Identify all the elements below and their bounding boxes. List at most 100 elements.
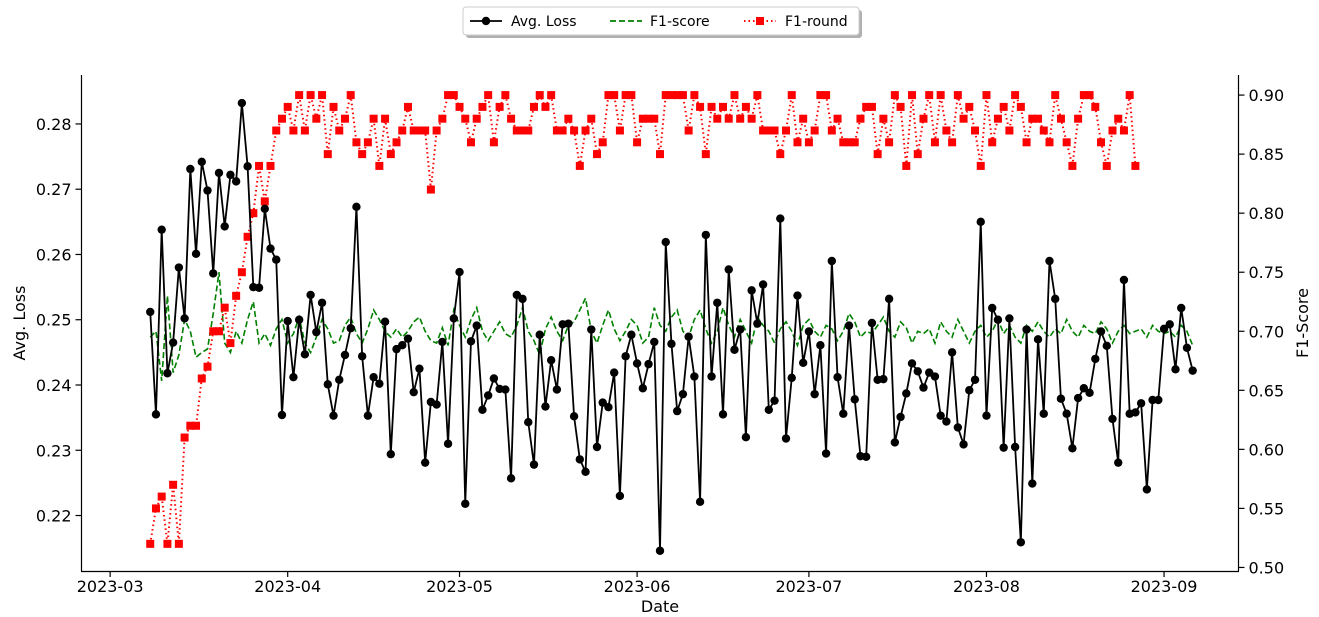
f1-round-point — [1097, 138, 1106, 147]
f1-round-point — [988, 138, 997, 147]
avg-loss-point — [449, 314, 458, 323]
f1-round-point — [833, 114, 842, 123]
avg-loss-point — [667, 339, 676, 349]
avg-loss-point — [953, 423, 963, 432]
f1-round-point — [409, 126, 418, 135]
avg-loss-point — [380, 317, 390, 326]
avg-loss-point — [415, 364, 424, 373]
f1-round-point — [163, 539, 172, 548]
f1-round-point — [346, 91, 355, 100]
x-tick-label: 2023-04 — [254, 577, 321, 596]
f1-round-point — [243, 232, 252, 241]
f1-round-point — [822, 91, 831, 100]
avg-loss-point — [506, 474, 516, 483]
y-right-tick-label: 0.70 — [1249, 322, 1285, 341]
f1-round-point — [272, 126, 281, 135]
f1-round-point — [455, 102, 464, 111]
avg-loss-point — [718, 410, 728, 419]
f1-round-point — [1108, 126, 1117, 135]
f1-round-point — [656, 150, 664, 159]
avg-loss-point — [226, 170, 235, 180]
f1-round-point — [518, 126, 527, 135]
f1-round-point — [461, 114, 470, 123]
f1-round-point — [489, 138, 498, 147]
avg-loss-point — [306, 290, 315, 300]
f1-round-point — [707, 102, 716, 111]
legend-f1-score-label: F1-score — [650, 14, 710, 30]
avg-loss-point — [678, 389, 688, 399]
avg-loss-point — [237, 98, 247, 108]
avg-loss-point — [1079, 384, 1089, 393]
f1-round-point — [157, 492, 166, 501]
f1-round-point — [696, 102, 705, 111]
f1-round-point — [644, 114, 653, 123]
f1-round-point — [587, 114, 596, 123]
f1-round-point — [1125, 91, 1134, 100]
f1-round-point — [885, 138, 894, 147]
f1-round-point — [472, 114, 481, 123]
avg-loss-point — [575, 455, 585, 464]
avg-loss-point — [1085, 388, 1094, 398]
avg-loss-point — [695, 497, 705, 507]
f1-round-point — [255, 161, 264, 170]
f1-round-point — [627, 91, 636, 100]
avg-loss-point — [375, 379, 384, 388]
avg-loss-point — [197, 157, 206, 166]
avg-loss-point — [541, 402, 550, 411]
avg-loss-point — [186, 164, 195, 174]
f1-round-point — [524, 126, 533, 135]
f1-round-point — [633, 138, 642, 147]
avg-loss-point — [443, 439, 453, 448]
f1-round-point — [1045, 138, 1054, 147]
f1-round-point — [146, 539, 155, 548]
f1-round-point — [581, 126, 590, 135]
avg-loss-point — [976, 217, 985, 227]
f1-round-point — [673, 91, 682, 100]
y-left-tick-label: 0.22 — [36, 507, 72, 526]
f1-round-point — [449, 91, 458, 100]
y-axis-left-title: Avg. Loss — [10, 286, 29, 361]
f1-round-point — [381, 114, 390, 123]
f1-round-point — [495, 102, 504, 111]
f1-round-point — [747, 114, 756, 123]
f1-round-point — [638, 114, 647, 123]
f1-round-point — [799, 114, 808, 123]
f1-round-point — [902, 161, 911, 170]
f1-round-point — [598, 138, 607, 147]
avg-loss-point — [369, 372, 378, 382]
avg-loss-point — [1010, 442, 1020, 452]
f1-round-point — [753, 91, 762, 100]
y-left-tick-label: 0.25 — [36, 311, 72, 330]
avg-loss-point — [363, 411, 373, 420]
avg-loss-point — [1165, 320, 1174, 329]
f1-round-point — [192, 421, 201, 430]
avg-loss-point — [896, 412, 905, 422]
avg-loss-point — [518, 294, 527, 304]
f1-round-point — [547, 91, 556, 100]
f1-round-point — [764, 126, 773, 135]
avg-loss-point — [621, 352, 630, 361]
f1-score-line — [149, 272, 1194, 381]
f1-round-point — [976, 161, 985, 170]
avg-loss-point — [798, 358, 808, 368]
avg-loss-point — [833, 372, 842, 382]
f1-round-point — [965, 102, 974, 111]
avg-loss-point — [850, 395, 859, 404]
avg-loss-point — [902, 389, 911, 398]
avg-loss-point — [357, 352, 367, 361]
f1-round-point — [186, 421, 195, 430]
f1-round-point — [1131, 161, 1140, 170]
y-right-tick-label: 0.80 — [1249, 204, 1285, 223]
avg-loss-point — [724, 265, 733, 274]
f1-round-point — [1039, 126, 1048, 135]
y-right-tick-label: 0.75 — [1249, 263, 1285, 282]
f1-round-point — [993, 114, 1002, 123]
y-left-tick-label: 0.27 — [36, 180, 72, 199]
avg-loss-point — [438, 337, 447, 347]
f1-round-point — [845, 138, 854, 147]
f1-round-point — [593, 150, 601, 159]
avg-loss-point — [758, 280, 768, 289]
avg-loss-point — [672, 406, 682, 416]
avg-loss-point — [793, 291, 802, 300]
avg-loss-point — [294, 315, 304, 324]
